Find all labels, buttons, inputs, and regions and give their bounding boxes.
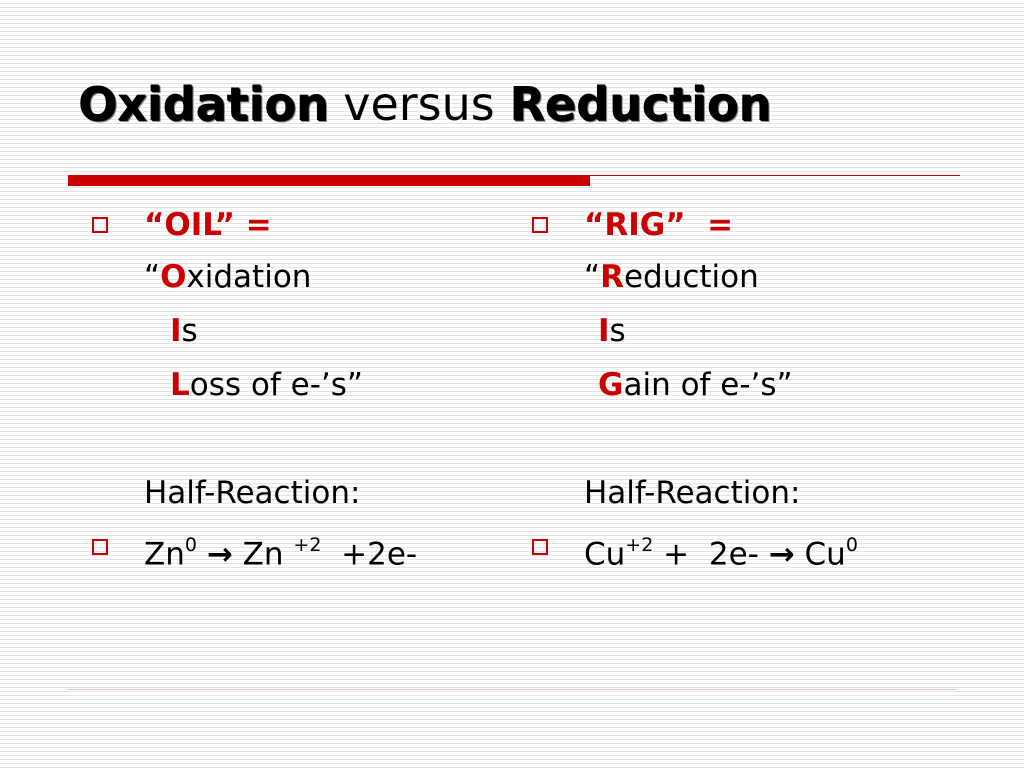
title-versus: versus <box>328 77 510 131</box>
title-reduction: Reduction <box>509 77 772 131</box>
oil-half-reaction-label: Half-Reaction: <box>144 475 361 511</box>
mnemonic-letter-g: G <box>598 367 624 403</box>
oil-word-oxidation: xidation <box>186 259 312 295</box>
oil-line-oxidation: “Oxidation <box>144 255 311 299</box>
eq-cu-ion-charge: +2 <box>625 534 654 556</box>
mnemonic-letter-l: L <box>170 367 190 403</box>
rig-line-gain: Gain of e-’s” <box>598 363 793 407</box>
rig-word-is: s <box>609 313 626 349</box>
rig-word-reduction: eduction <box>623 259 759 295</box>
eq-zn-charge: 0 <box>184 534 197 556</box>
square-bullet-icon <box>92 539 108 555</box>
right-arrow-icon: → <box>206 536 233 573</box>
oil-heading: “OIL” = <box>144 207 272 243</box>
rig-heading: “RIG” = <box>584 207 734 243</box>
quote-open: “ <box>584 259 601 295</box>
eq-cu: Cu <box>794 536 846 573</box>
mnemonic-letter-o: O <box>160 259 187 295</box>
eq-cu-charge: 0 <box>845 534 858 556</box>
reduction-equation: Cu+2 + 2e- → Cu0 <box>584 525 858 576</box>
oil-word-loss: oss of e-’s” <box>189 367 363 403</box>
mnemonic-letter-i: I <box>598 313 610 349</box>
rig-line-is: Is <box>598 309 626 353</box>
eq-zn-ion-charge: +2 <box>293 534 322 556</box>
right-arrow-icon: → <box>768 536 795 573</box>
eq-plus-electrons: + 2e- <box>653 536 769 573</box>
eq-cu-ion: Cu <box>584 536 626 573</box>
rig-line-reduction: “Reduction <box>584 255 759 299</box>
oil-word-is: s <box>181 313 198 349</box>
square-bullet-icon <box>532 217 548 233</box>
mnemonic-letter-i: I <box>170 313 182 349</box>
eq-zn: Zn <box>144 536 185 573</box>
quote-open: “ <box>144 259 161 295</box>
square-bullet-icon <box>92 217 108 233</box>
oxidation-equation: Zn0 → Zn +2 +2e- <box>144 525 417 576</box>
oil-line-is: Is <box>170 309 198 353</box>
title-underline-thin <box>590 175 960 176</box>
oil-line-loss: Loss of e-’s” <box>170 363 363 407</box>
title-oxidation: Oxidation <box>78 77 329 131</box>
rig-word-gain: ain of e-’s” <box>623 367 793 403</box>
footer-rule <box>68 689 956 690</box>
title-underline-thick <box>68 175 590 186</box>
rig-half-reaction-label: Half-Reaction: <box>584 475 801 511</box>
eq-zn-ion: Zn <box>232 536 294 573</box>
square-bullet-icon <box>532 539 548 555</box>
mnemonic-letter-r: R <box>600 259 624 295</box>
eq-electrons: +2e- <box>321 536 418 573</box>
slide-title: Oxidation versus Reduction <box>78 74 771 134</box>
